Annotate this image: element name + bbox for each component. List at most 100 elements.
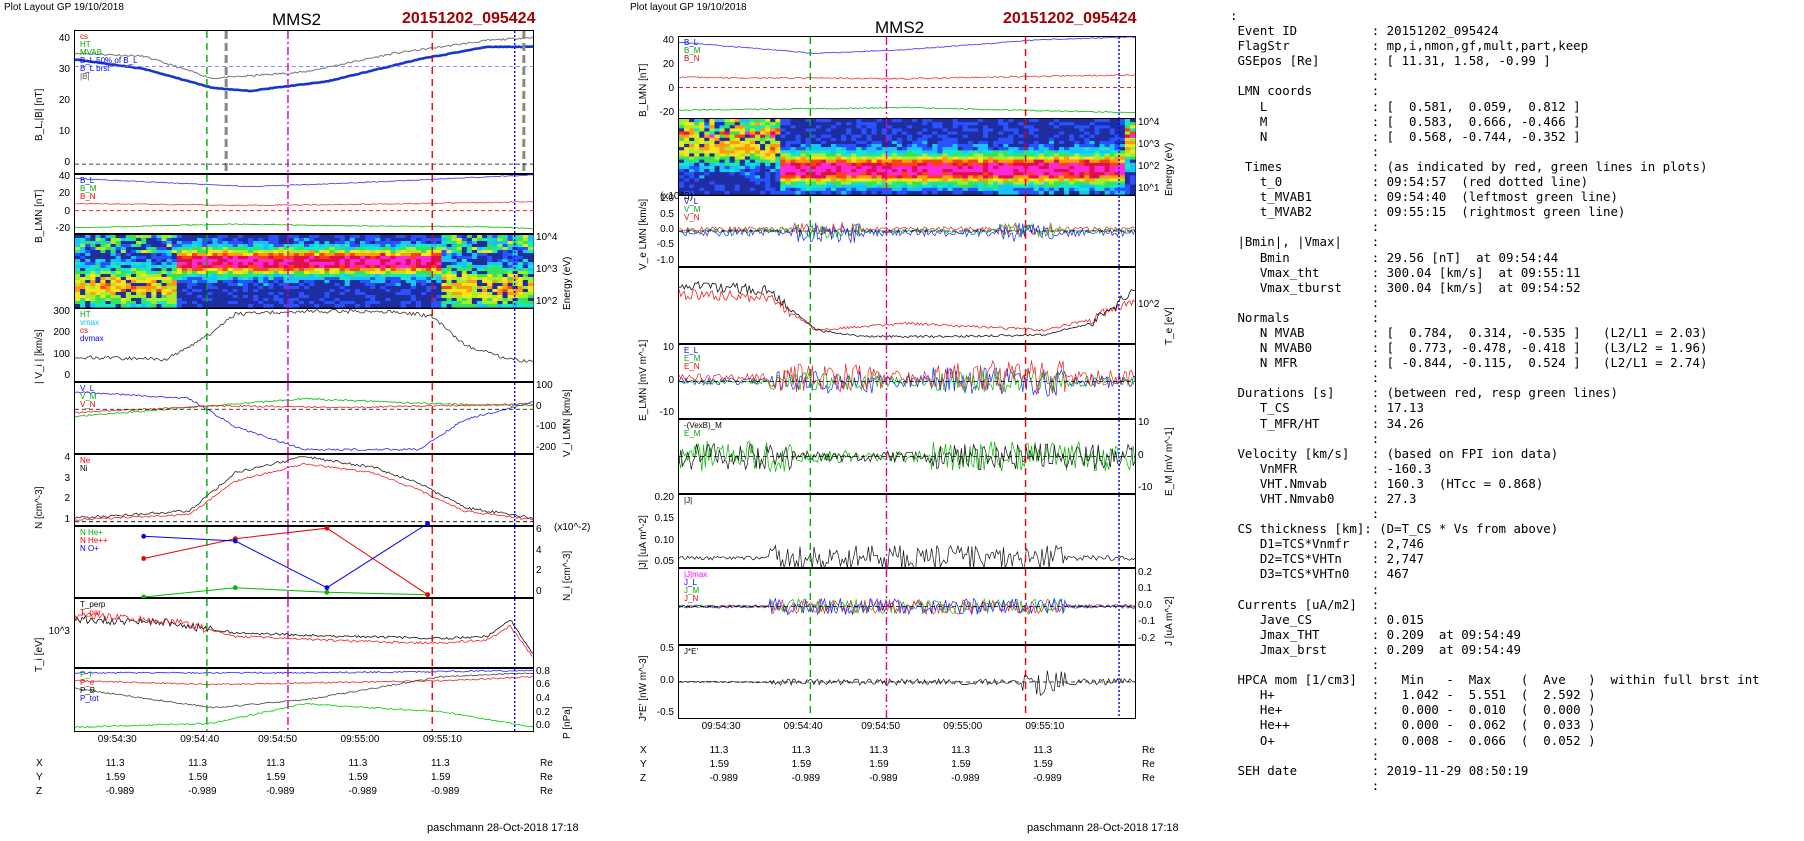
- spectrogram-cell: [998, 150, 1004, 154]
- spectrogram-cell: [293, 241, 300, 245]
- spectrogram-cell: [937, 181, 944, 186]
- plot-panel: [74, 598, 534, 668]
- spectrogram-cell: [800, 172, 807, 176]
- spectrogram-cell: [293, 277, 300, 281]
- spectrogram-cell: [922, 125, 928, 129]
- spectrogram-cell: [125, 301, 132, 305]
- spectrogram-cell: [451, 241, 458, 245]
- spectrogram-cell: [886, 125, 893, 129]
- spectrogram-cell: [85, 286, 91, 290]
- spectrogram-cell: [242, 271, 249, 275]
- spectrogram-cell: [334, 244, 341, 248]
- spectrogram-cell: [125, 268, 132, 272]
- spectrogram-cell: [901, 140, 908, 145]
- spectrogram-cell: [871, 134, 878, 139]
- spectrogram-cell: [507, 256, 514, 260]
- spectrogram-cell: [886, 187, 893, 192]
- spectrogram-cell: [75, 238, 81, 242]
- spectrogram-cell: [1053, 169, 1060, 173]
- spectrogram-cell: [1008, 119, 1014, 123]
- spectrogram-cell: [942, 184, 949, 189]
- y-tick-label: 200: [53, 327, 70, 339]
- spectrogram-cell: [456, 283, 463, 287]
- spectrogram-cell: [846, 153, 852, 158]
- spectrogram-cell: [917, 181, 923, 186]
- spectrogram-cell: [390, 301, 397, 305]
- spectrogram-cell: [421, 265, 427, 269]
- spectrogram-cell: [426, 262, 432, 266]
- spectrogram-cell: [962, 140, 969, 145]
- spectrogram-cell: [207, 268, 213, 272]
- spectrogram-cell: [988, 178, 994, 183]
- spectrogram-cell: [410, 262, 417, 266]
- spectrogram-cell: [461, 286, 468, 290]
- spectrogram-cell: [421, 253, 427, 257]
- ephem-value: 11.3: [709, 745, 729, 756]
- spectrogram-cell: [825, 178, 832, 183]
- spectrogram-cell: [105, 235, 112, 239]
- spectrogram-cell: [825, 122, 832, 126]
- spectrogram-cell: [288, 244, 295, 248]
- spectrogram-cell: [988, 169, 994, 173]
- spectrogram-cell: [947, 134, 954, 139]
- spectrogram-cell: [729, 150, 736, 154]
- spectrogram-cell: [1074, 150, 1080, 154]
- spectrogram-cell: [161, 262, 168, 266]
- spectrogram-cell: [248, 265, 254, 269]
- spectrogram-cell: [522, 277, 529, 281]
- spectrogram-cell: [375, 253, 381, 257]
- spectrogram-cell: [988, 175, 994, 179]
- spectrogram-cell: [431, 259, 437, 263]
- spectrogram-cell: [679, 187, 685, 192]
- spectrogram-cell: [288, 298, 295, 302]
- spectrogram-cell: [349, 280, 356, 284]
- spectrogram-cell: [507, 286, 514, 290]
- spectrogram-cell: [75, 259, 81, 263]
- spectrogram-cell: [866, 128, 873, 133]
- spectrogram-cell: [952, 134, 959, 139]
- spectrogram-cell: [841, 159, 847, 164]
- spectrogram-cell: [775, 128, 781, 133]
- spectrogram-cell: [110, 268, 117, 272]
- spectrogram-cell: [410, 271, 417, 275]
- spectrogram-cell: [370, 235, 376, 239]
- spectrogram-cell: [95, 274, 102, 278]
- energy-spectrogram: [679, 119, 1136, 195]
- spectrogram-cell: [237, 250, 244, 254]
- spectrogram-cell: [344, 283, 351, 287]
- spectrogram-cell: [181, 262, 188, 266]
- spectrogram-cell: [805, 125, 812, 129]
- spectrogram-cell: [749, 169, 756, 173]
- spectrogram-cell: [739, 137, 746, 142]
- spectrogram-cell: [770, 187, 776, 192]
- spectrogram-cell: [110, 280, 117, 284]
- spectrogram-cell: [436, 235, 442, 239]
- spectrogram-cell: [856, 187, 862, 192]
- spectrogram-cell: [298, 265, 305, 269]
- spectrogram-cell: [972, 175, 979, 179]
- y-tick-label: 0: [668, 374, 674, 386]
- spectrogram-cell: [770, 140, 776, 145]
- spectrogram-cell: [232, 262, 239, 266]
- spectrogram-cell: [1013, 184, 1020, 189]
- spectrogram-cell: [947, 169, 954, 173]
- spectrogram-cell: [932, 181, 938, 186]
- spectrogram-cell: [780, 144, 786, 148]
- spectrogram-cell: [354, 268, 361, 272]
- spectrogram-cell: [146, 259, 152, 263]
- spectrogram-cell: [492, 283, 498, 287]
- spectrogram-cell: [461, 298, 468, 302]
- spectrogram-cell: [988, 137, 994, 142]
- spectrogram-cell: [694, 162, 700, 167]
- spectrogram-cell: [258, 271, 264, 275]
- spectrogram-cell: [365, 241, 371, 245]
- spectrogram-cell: [298, 262, 305, 266]
- spectrogram-cell: [426, 274, 432, 278]
- spectrogram-cell: [790, 178, 797, 183]
- spectrogram-cell: [181, 304, 188, 308]
- spectrogram-cell: [451, 253, 458, 257]
- spectrogram-cell: [451, 295, 458, 299]
- spectrogram-cell: [202, 298, 208, 302]
- spectrogram-cell: [232, 265, 239, 269]
- spectrogram-cell: [146, 274, 152, 278]
